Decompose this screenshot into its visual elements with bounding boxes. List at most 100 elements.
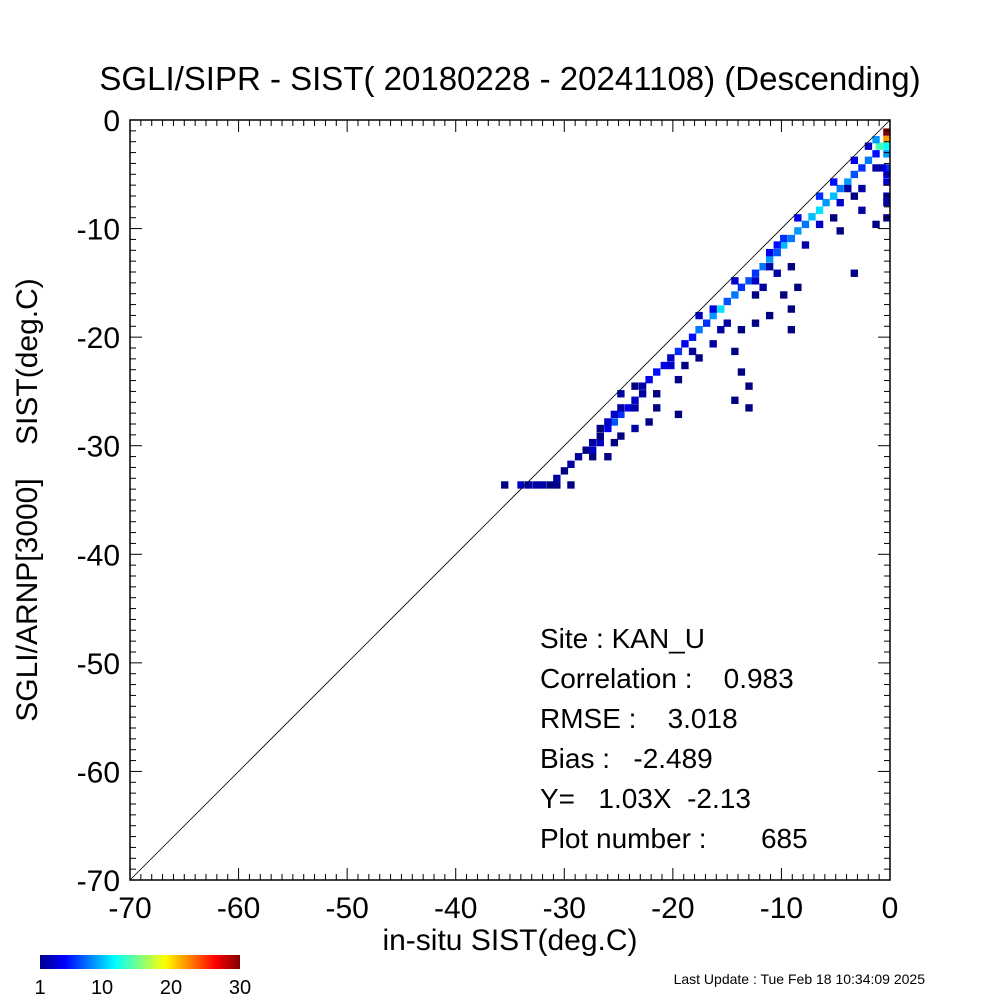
- heatmap-cell: [864, 142, 873, 150]
- heatmap-cell: [872, 164, 880, 172]
- y-tick-label: 0: [103, 105, 120, 138]
- heatmap-cell: [610, 410, 619, 419]
- last-update-text: Last Update : Tue Feb 18 10:34:09 2025: [674, 971, 926, 987]
- heatmap-cell: [604, 418, 612, 426]
- heatmap-cell: [653, 404, 661, 412]
- heatmap-cell: [872, 220, 880, 229]
- heatmap-cell: [765, 248, 774, 257]
- heatmap-cell: [745, 382, 753, 390]
- heatmap-cell: [830, 192, 838, 200]
- stat-regression: Y= 1.03X -2.13: [540, 783, 751, 814]
- heatmap-cell: [688, 333, 697, 341]
- heatmap-cell: [808, 213, 816, 221]
- stats-box: Site : KAN_U Correlation : 0.983 RMSE : …: [540, 623, 808, 854]
- heatmap-cell: [681, 340, 689, 348]
- heatmap-cell: [631, 382, 639, 390]
- heatmap-cell: [794, 214, 802, 222]
- heatmap-cell: [723, 319, 731, 327]
- one-to-one-line: [129, 119, 891, 881]
- heatmap-cell: [737, 368, 746, 376]
- heatmap-cell: [653, 390, 661, 398]
- heatmap-cell: [567, 481, 575, 489]
- heatmap-cell: [801, 241, 810, 249]
- heatmap-cell: [546, 481, 554, 489]
- heatmap-cell: [883, 150, 890, 158]
- heatmap-cell: [553, 474, 561, 483]
- heatmap-cell: [780, 291, 788, 299]
- heatmap-cells: [501, 128, 890, 489]
- heatmap-cell: [645, 375, 653, 384]
- x-tick-label: -20: [651, 892, 694, 925]
- heatmap-cell: [588, 446, 597, 454]
- heatmap-cell: [695, 326, 703, 334]
- stat-correlation: Correlation : 0.983: [540, 663, 794, 694]
- heatmap-cell: [709, 311, 717, 320]
- heatmap-cell: [875, 142, 883, 150]
- colorbar-tick-label: 20: [160, 977, 182, 999]
- heatmap-cell: [858, 206, 866, 214]
- y-tick-labels: 0 -10 -20 -30 -40 -50 -60 -70: [77, 105, 120, 898]
- heatmap-cell: [709, 340, 717, 348]
- heatmap-cell: [765, 263, 774, 271]
- chart-title: SGLI/SIPR - SIST( 20180228 - 20241108) (…: [99, 60, 920, 97]
- x-tick-label: -60: [217, 892, 260, 925]
- heatmap-cell: [674, 347, 683, 356]
- x-axis-label: in-situ SIST(deg.C): [382, 924, 637, 957]
- heatmap-cell: [717, 326, 725, 334]
- heatmap-cell: [858, 164, 866, 172]
- heatmap-cell: [759, 263, 767, 271]
- x-tick-label: -70: [108, 892, 151, 925]
- heatmap-cell: [815, 220, 824, 229]
- heatmap-cell: [883, 128, 890, 136]
- heatmap-cell: [883, 164, 890, 172]
- heatmap-cell: [517, 481, 525, 489]
- heatmap-cell: [617, 404, 625, 412]
- y-tick-label: -10: [77, 214, 120, 247]
- x-tick-label: -50: [325, 892, 368, 925]
- x-tick-label: -10: [760, 892, 803, 925]
- heatmap-cell: [737, 326, 746, 334]
- heatmap-cell: [667, 354, 675, 362]
- heatmap-cell: [624, 404, 633, 412]
- heatmap-cell: [883, 178, 890, 186]
- heatmap-cell: [702, 319, 711, 327]
- heatmap-cell: [872, 136, 880, 144]
- heatmap-cell: [751, 319, 760, 327]
- stat-plot-number: Plot number : 685: [540, 823, 808, 854]
- heatmap-cell: [850, 192, 858, 200]
- heatmap-cell: [695, 311, 703, 320]
- heatmap-cell: [815, 206, 824, 214]
- heatmap-cell: [731, 347, 739, 356]
- y-tick-label: -60: [77, 756, 120, 789]
- heatmap-cell: [773, 248, 781, 257]
- heatmap-cell: [780, 234, 788, 243]
- colorbar-tick-label: 30: [229, 977, 251, 999]
- heatmap-cell: [830, 214, 838, 222]
- heatmap-cell: [883, 198, 890, 207]
- heatmap-cell: [723, 297, 731, 306]
- heatmap-cell: [674, 375, 683, 384]
- heatmap-cell: [582, 446, 590, 454]
- heatmap-cell: [638, 382, 647, 390]
- heatmap-cell: [645, 418, 653, 426]
- heatmap-cell: [617, 410, 625, 419]
- heatmap-cell: [822, 198, 830, 207]
- major-ticks: [129, 119, 891, 881]
- heatmap-cell: [567, 460, 575, 468]
- colorbar-tick-labels: 1 10 20 30: [34, 977, 251, 999]
- colorbar-tick-label: 10: [91, 977, 113, 999]
- heatmap-cell: [787, 326, 796, 334]
- heatmap-cell: [830, 178, 838, 186]
- heatmap-cell: [745, 277, 753, 285]
- heatmap-cell: [653, 368, 661, 376]
- heatmap-cell: [751, 277, 760, 285]
- heatmap-cell: [560, 467, 569, 475]
- heatmap-cell: [631, 424, 639, 433]
- y-tick-label: -30: [77, 431, 120, 464]
- heatmap-cell: [553, 481, 561, 489]
- stat-rmse: RMSE : 3.018: [540, 703, 738, 734]
- stat-site: Site : KAN_U: [540, 623, 705, 654]
- heatmap-cell: [617, 432, 625, 440]
- heatmap-cell: [765, 311, 774, 320]
